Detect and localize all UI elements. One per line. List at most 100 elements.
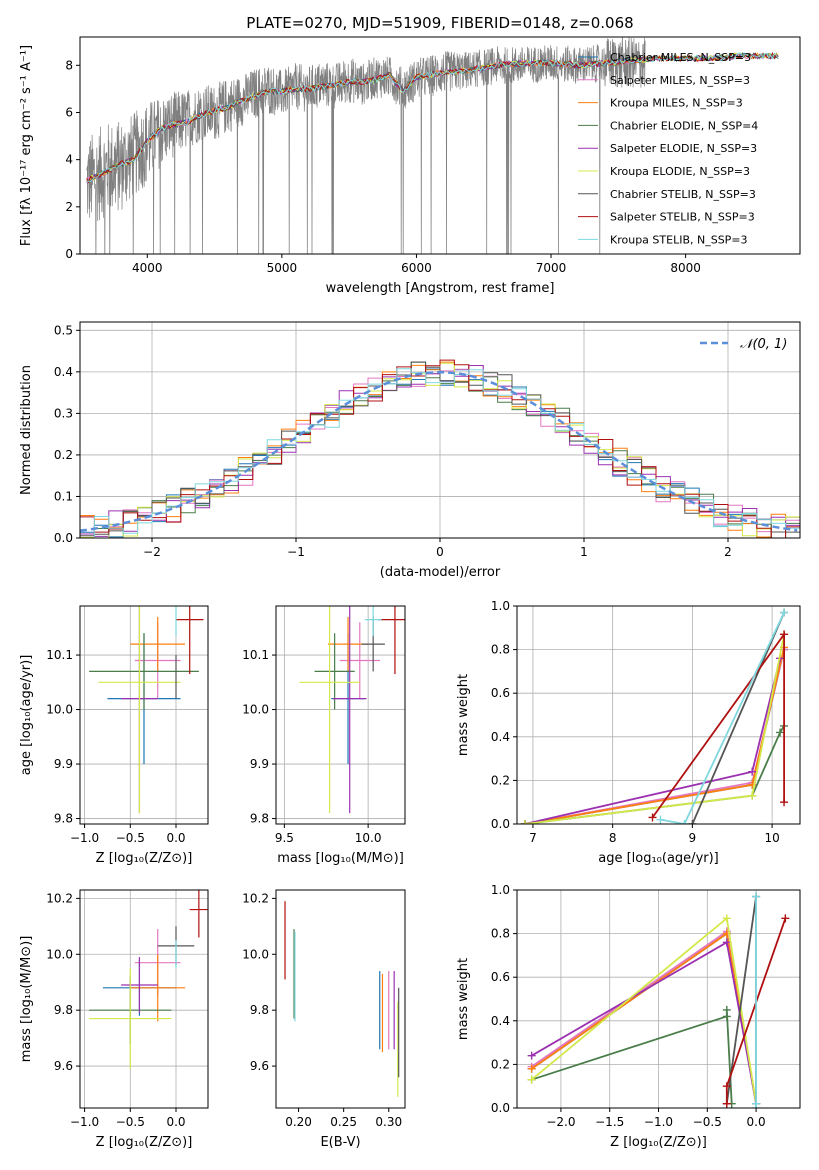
x-tick-label-1: −0.5 (116, 831, 145, 845)
legend-label-4: Salpeter ELODIE, N_SSP=3 (610, 142, 757, 155)
normal-reference-curve (80, 371, 798, 532)
model-spectrum-8 (86, 52, 779, 183)
error-bar-5 (299, 606, 360, 814)
y-tick-label-4: 0.8 (491, 927, 510, 941)
y-tick-label-4: 0.4 (54, 365, 73, 379)
x-axis-label: mass [log₁₀(M/M⊙)] (277, 851, 404, 866)
y-tick-label-0: 9.6 (54, 1059, 73, 1073)
error-bar-7 (378, 606, 405, 675)
x-axis-label: (data-model)/error (380, 565, 501, 580)
y-tick-label-3: 10.2 (46, 891, 73, 905)
plot-area (517, 890, 800, 1108)
x-axis-label: wavelength [Angstrom, rest frame] (326, 281, 555, 296)
y-axis-label: mass weight (456, 958, 471, 1040)
error-bar-3 (89, 633, 199, 710)
panel-age-vs-metallicity: −1.0 −0.5 0.0 9.8 9.9 10.0 10.1 Z [log₁₀(Z/Z⊙)]… (19, 605, 209, 866)
error-bar-4 (121, 957, 158, 1013)
residual-histogram-8 (80, 368, 800, 538)
y-tick-label-0: 0.0 (491, 1101, 510, 1115)
weight-marker-3-2 (776, 728, 785, 737)
y-tick-label-5: 0.5 (54, 323, 73, 337)
legend-label-7: Salpeter STELIB, N_SSP=3 (610, 211, 755, 224)
x-tick-label-4: 0.0 (747, 1115, 766, 1129)
error-bar-7 (176, 606, 204, 675)
x-axis-label: E(B-V) (320, 1135, 360, 1150)
x-tick-label-2: 0.30 (375, 1115, 402, 1129)
x-tick-label-0: −1.0 (70, 831, 99, 845)
y-tick-label-2: 0.4 (491, 1014, 510, 1028)
plot-area (517, 606, 800, 824)
x-tick-label-1: 0.25 (330, 1115, 357, 1129)
panel-mass-vs-extinction: 0.20 0.25 0.30 9.6 9.8 10.0 10.2 E(B-V) (242, 889, 406, 1150)
error-bar-5 (89, 968, 172, 1069)
x-tick-label-0: −1.0 (70, 1115, 99, 1129)
panel-mass-weight-vs-age: 7 8 9 10 0.0 0.2 0.4 0.6 0.8 1.0 age [log₁₀(age/yr… (456, 599, 801, 866)
weight-line-3 (531, 1009, 733, 1104)
y-tick-label-1: 9.8 (54, 1003, 73, 1017)
x-tick-label-0: −2.0 (546, 1115, 575, 1129)
x-axis-label: Z [log₁₀(Z/Z⊙)] (610, 1135, 707, 1150)
legend-label-8: Kroupa STELIB, N_SSP=3 (610, 233, 748, 246)
y-tick-label-1: 9.9 (54, 757, 73, 771)
legend-label-1: Salpeter MILES, N_SSP=3 (610, 74, 750, 87)
error-bar-7 (189, 890, 208, 938)
x-tick-label-1: −1.5 (595, 1115, 624, 1129)
y-tick-label-1: 0.2 (491, 773, 510, 787)
y-tick-label-1: 0.1 (54, 489, 73, 503)
error-bar-1 (339, 622, 380, 699)
y-tick-label-3: 10.1 (242, 648, 269, 662)
model-spectrum-6 (86, 52, 779, 183)
plot-area (284, 901, 400, 1097)
weight-line-8 (660, 612, 785, 824)
weight-marker-6-0 (688, 820, 697, 824)
x-tick-label-3: −0.5 (693, 1115, 722, 1129)
legend-label-2: Kroupa MILES, N_SSP=3 (610, 97, 743, 110)
y-tick-label-3: 0.6 (491, 970, 510, 984)
panel-age-vs-mass: 9.5 10.0 9.8 9.9 10.0 10.1 mass [log₁₀(M/M⊙)] (242, 605, 406, 866)
x-axis-label: Z [log₁₀(Z/Z⊙)] (96, 851, 193, 866)
weight-marker-5-1 (748, 791, 757, 800)
panel-mass-vs-metallicity: −1.0 −0.5 0.0 9.6 9.8 10.0 10.2 Z [log₁₀(Z/Z⊙)]… (19, 889, 209, 1150)
weight-line-2 (524, 647, 785, 824)
y-tick-label-0: 0.0 (54, 531, 73, 545)
weight-marker-5-0 (527, 1075, 536, 1084)
weight-line-4 (531, 940, 757, 1104)
axes-frame (275, 605, 406, 825)
x-tick-label-1: −1 (287, 545, 305, 559)
plot-area (80, 606, 208, 824)
weight-marker-2-0 (527, 1064, 536, 1073)
axes-frame (79, 889, 209, 1109)
x-tick-label-0: 7 (529, 831, 537, 845)
weight-marker-8-0 (656, 815, 665, 824)
weight-marker-3-2 (722, 1005, 731, 1014)
plot-area (80, 890, 208, 1108)
weight-marker-4-1 (722, 938, 731, 947)
legend-label-5: Kroupa ELODIE, N_SSP=3 (610, 165, 750, 178)
y-tick-label-2: 0.2 (54, 448, 73, 462)
y-tick-label-3: 10.1 (46, 648, 73, 662)
legend-label-0: Chabrier MILES, N_SSP=3 (610, 51, 751, 64)
error-bar-8 (364, 606, 382, 636)
y-tick-label-3: 0.6 (491, 686, 510, 700)
weight-line-6 (691, 612, 785, 824)
weight-marker-5-1 (722, 914, 731, 923)
legend-label-6: Chabrier STELIB, N_SSP=3 (610, 188, 756, 201)
y-axis-label: Normed distribution (19, 365, 34, 495)
x-tick-label-2: 9 (689, 831, 697, 845)
weight-marker-8-2 (780, 608, 789, 617)
legend-label-normal: 𝒩(0, 1) (740, 337, 787, 352)
x-tick-label-1: 8 (609, 831, 617, 845)
error-bar-3 (314, 633, 355, 710)
weight-marker-7-2 (780, 798, 789, 807)
x-tick-label-2: 0.0 (166, 831, 185, 845)
y-tick-label-0: 9.8 (54, 812, 73, 826)
error-bar-2 (130, 954, 186, 1022)
x-tick-label-1: 10.0 (355, 831, 382, 845)
y-axis-label: mass weight (456, 674, 471, 756)
observed-spectrum (86, 37, 646, 254)
error-bar-4 (332, 606, 367, 814)
y-tick-label-1: 9.9 (250, 757, 269, 771)
x-tick-label-0: −2 (143, 545, 161, 559)
weight-marker-7-1 (722, 1082, 731, 1091)
weight-marker-7-2 (781, 914, 790, 923)
